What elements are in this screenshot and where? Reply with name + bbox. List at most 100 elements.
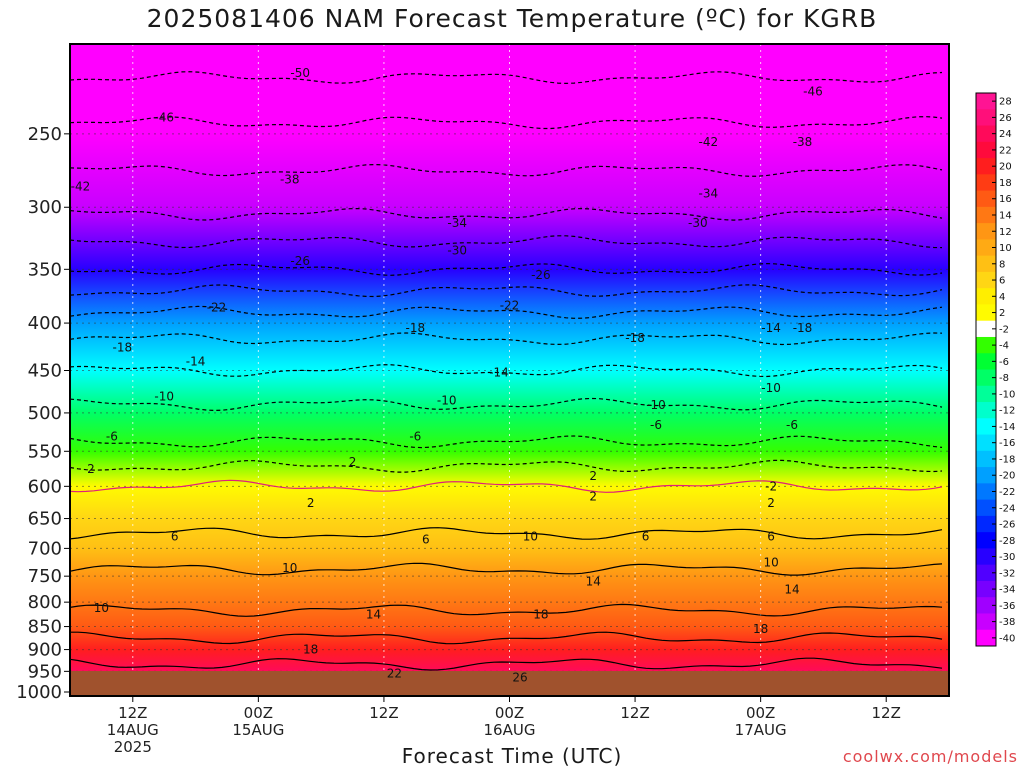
contour-label: -30 [447, 243, 467, 257]
contour-label: -22 [207, 301, 227, 315]
isotherm-line [70, 397, 943, 412]
contour-label: -6 [409, 429, 421, 443]
isotherm-line [70, 207, 943, 221]
isotherm-line [70, 332, 943, 346]
colorbar-swatch [976, 515, 996, 533]
contour-label: 18 [303, 643, 318, 657]
contour-label: -38 [793, 135, 813, 149]
colorbar-swatch [976, 141, 996, 159]
y-tick-label: 950 [28, 661, 62, 682]
colorbar-label: -8 [999, 373, 1009, 384]
contour-label: -14 [186, 354, 206, 368]
colorbar-label: 20 [999, 162, 1012, 173]
isotherm-line [70, 479, 943, 493]
contour-label: -30 [688, 216, 708, 230]
colorbar-label: -22 [999, 487, 1015, 498]
colorbar-swatch [976, 402, 996, 419]
contour-lines [70, 71, 943, 696]
y-tick-label: 250 [28, 124, 62, 145]
contour-label: 2 [307, 496, 315, 510]
x-tick-year: 2025 [114, 738, 152, 756]
y-tick-label: 600 [28, 476, 62, 497]
colorbar-label: -10 [999, 389, 1015, 400]
colorbar-label: -12 [999, 406, 1015, 417]
colorbar-label: 10 [999, 243, 1012, 254]
colorbar-label: 18 [999, 178, 1012, 189]
colorbar-frame [975, 92, 997, 647]
colorbar-label: -38 [999, 617, 1015, 628]
isotherm-line [70, 71, 943, 85]
contour-label: -6 [106, 429, 118, 443]
colorbar-label: -28 [999, 536, 1015, 547]
contour-label: 2 [349, 455, 357, 469]
contour-label: 18 [533, 608, 548, 622]
x-tick-label: 12Z [118, 704, 147, 722]
colorbar-swatch [976, 223, 996, 240]
contour-label: 14 [366, 608, 381, 622]
x-tick-date: 16AUG [484, 721, 536, 739]
x-tick-label: 00Z [746, 704, 775, 722]
y-tick-label: 400 [28, 313, 62, 334]
contour-label: -14 [761, 321, 781, 335]
contour-label: -6 [650, 418, 662, 432]
colorbar-swatch [976, 255, 996, 273]
colorbar-label: -16 [999, 438, 1015, 449]
contour-label: 10 [94, 601, 109, 615]
colorbar-label: 14 [999, 210, 1012, 221]
contour-label: 6 [171, 530, 179, 544]
contour-label: -2 [765, 479, 777, 493]
plot-area [70, 44, 949, 696]
contour-label: 14 [586, 574, 601, 588]
isotherm-line [70, 435, 943, 449]
isotherm-line [70, 262, 943, 276]
contour-label: -34 [699, 187, 719, 201]
contour-label: 22 [387, 666, 402, 680]
contour-label: -10 [761, 381, 781, 395]
colorbar-label: -24 [999, 503, 1015, 514]
colorbar-swatch [976, 190, 996, 208]
contour-label: 14 [784, 582, 799, 596]
y-tick-label: 350 [28, 259, 62, 280]
colorbar-label: 6 [999, 276, 1005, 287]
x-tick-label: 12Z [620, 704, 649, 722]
contour-labels: -46-50-42-38-34-30-26-26-22 -22-18-18-18-… [71, 66, 823, 685]
colorbar-label: 8 [999, 259, 1005, 270]
colorbar-swatch [976, 597, 996, 614]
contour-label: -38 [280, 172, 300, 186]
colorbar-label: -6 [999, 357, 1009, 368]
y-tick-label: 500 [28, 403, 62, 424]
y-tick-label: 300 [28, 197, 62, 218]
colorbar-swatch [976, 271, 996, 289]
colorbar-swatch [976, 369, 996, 387]
colorbar: 28 26 24 22 20 18 16 14 12 10 8 6 4 2 -2 -4 -6 -8 -10 -12 -1… [975, 92, 1015, 647]
contour-label: -46 [154, 110, 174, 124]
isotherm-line [70, 657, 943, 671]
colorbar-swatch [976, 336, 996, 354]
colorbar-swatch [976, 353, 996, 370]
colorbar-label: -18 [999, 454, 1015, 465]
colorbar-swatch [976, 304, 996, 322]
y-tick-label: 450 [28, 360, 62, 381]
y-tick-label: 900 [28, 640, 62, 661]
contour-label: 6 [642, 530, 650, 544]
colorbar-swatch [976, 450, 996, 468]
colorbar-swatch [976, 467, 996, 484]
colorbar-swatch [976, 174, 996, 192]
y-tick-label: 750 [28, 566, 62, 587]
colorbar-swatch [976, 564, 996, 582]
colorbar-swatch [976, 418, 996, 436]
colorbar-label: -2 [999, 324, 1009, 335]
colorbar-swatch [976, 239, 996, 257]
isotherm-line [70, 527, 943, 540]
contour-label: -42 [71, 180, 91, 194]
source-credit[interactable]: coolwx.com/models [842, 747, 1018, 766]
x-tick-date: 14AUG [107, 721, 159, 739]
contour-label: -10 [437, 394, 457, 408]
colorbar-label: -4 [999, 341, 1009, 352]
contour-label: 18 [753, 622, 768, 636]
colorbar-label: -14 [999, 422, 1015, 433]
colorbar-label: -34 [999, 585, 1015, 596]
colorbar-swatch [976, 613, 996, 631]
